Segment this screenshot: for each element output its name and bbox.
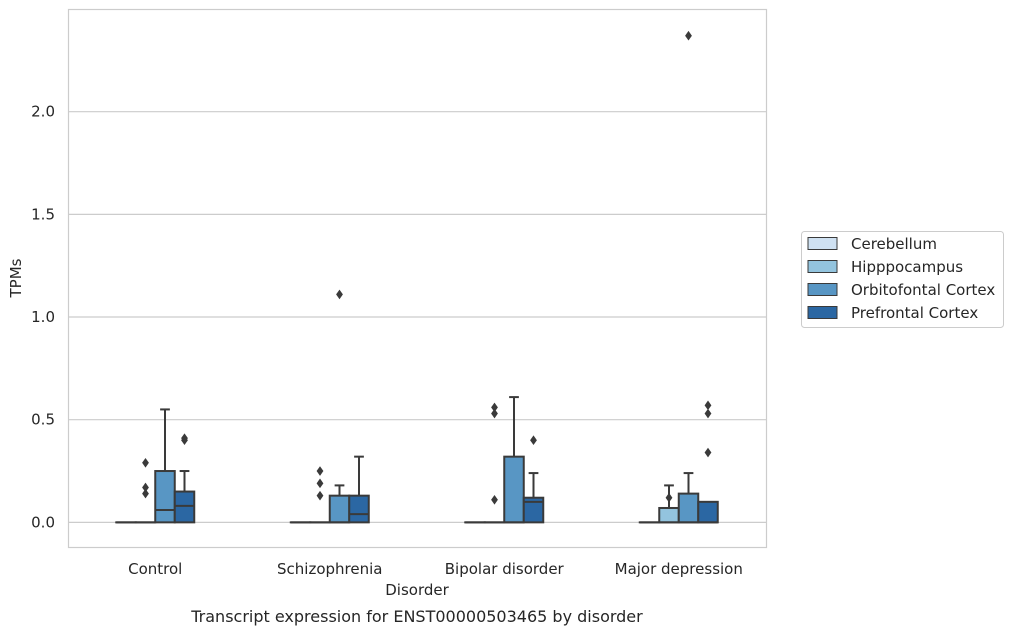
outlier-point <box>704 408 712 419</box>
outlier-point <box>142 482 149 493</box>
legend-swatch <box>807 283 838 296</box>
box <box>503 455 525 524</box>
outlier-point <box>665 492 673 503</box>
box <box>328 494 351 524</box>
y-tick-label: 0.0 <box>31 513 55 531</box>
box <box>173 490 196 524</box>
legend-frame <box>801 231 1004 328</box>
box <box>348 494 370 524</box>
outlier-point <box>491 408 498 419</box>
outlier-point <box>316 490 324 501</box>
legend-label: Prefrontal Cortex <box>851 304 978 322</box>
outlier-point <box>142 458 149 468</box>
legend-label: Orbitofontal Cortex <box>851 281 995 299</box>
chart-caption: Transcript expression for ENST0000050346… <box>190 607 643 626</box>
plot-area-frame <box>67 8 768 549</box>
outlier-point <box>142 488 149 499</box>
x-axis-ticks: Control Schizophrenia Bipolar disorder Majo… <box>128 560 743 578</box>
box <box>154 470 176 524</box>
legend-swatch <box>807 260 838 273</box>
x-tick-label: Schizophrenia <box>277 560 382 578</box>
legend-label: Hipppocampus <box>851 258 963 276</box>
box <box>697 500 719 524</box>
y-tick-label: 0.5 <box>31 411 55 429</box>
box <box>522 496 545 524</box>
x-tick-label: Control <box>128 560 182 578</box>
x-tick-label: Major depression <box>615 560 743 578</box>
y-tick-label: 1.5 <box>31 205 55 223</box>
outlier-point <box>491 494 498 505</box>
legend: Cerebellum Hipppocampus Orbitofontal Corte… <box>801 231 1004 328</box>
outlier-point <box>685 30 692 41</box>
outlier-point <box>530 435 537 446</box>
box-groups <box>115 30 719 524</box>
box <box>677 492 700 524</box>
gridlines <box>68 111 766 523</box>
legend-swatch <box>807 306 838 319</box>
outlier-point <box>491 402 498 413</box>
y-tick-label: 2.0 <box>31 103 55 121</box>
outlier-point <box>336 289 343 300</box>
x-axis-label: Disorder <box>385 581 449 599</box>
y-tick-label: 1.0 <box>31 308 55 326</box>
x-tick-label: Bipolar disorder <box>445 560 565 578</box>
outlier-point <box>316 466 324 476</box>
outlier-point <box>704 400 712 411</box>
box <box>658 506 680 524</box>
outlier-point <box>316 478 324 489</box>
outlier-point <box>181 435 188 446</box>
outlier-point <box>704 447 712 458</box>
y-axis-label: TPMs <box>7 258 25 298</box>
legend-swatch <box>807 237 838 250</box>
y-axis-ticks: 0.0 0.5 1.0 1.5 2.0 <box>31 103 55 532</box>
legend-label: Cerebellum <box>851 235 937 253</box>
